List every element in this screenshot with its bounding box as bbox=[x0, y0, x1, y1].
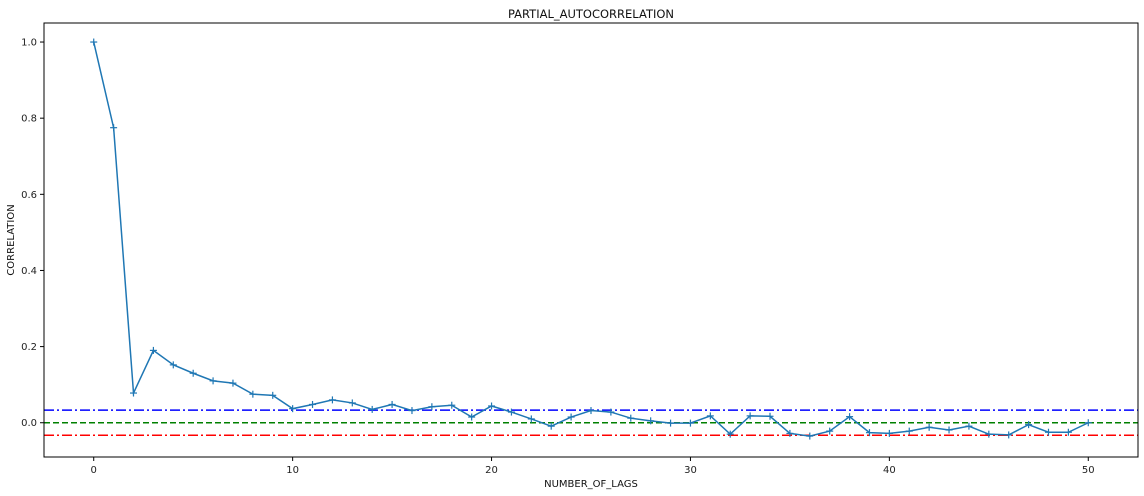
data-point bbox=[806, 432, 814, 440]
data-point bbox=[846, 413, 854, 421]
data-point bbox=[567, 413, 575, 421]
data-point bbox=[945, 426, 953, 434]
data-point bbox=[468, 413, 476, 421]
data-point bbox=[1064, 428, 1072, 436]
data-point bbox=[527, 415, 535, 423]
data-point bbox=[130, 389, 138, 397]
data-point bbox=[348, 399, 356, 407]
data-point bbox=[249, 390, 257, 398]
series-layer bbox=[90, 38, 1092, 440]
x-tick-label: 50 bbox=[1082, 465, 1095, 476]
plot-frame bbox=[43, 22, 1139, 458]
data-point bbox=[826, 427, 834, 435]
chart-title: PARTIAL_AUTOCORRELATION bbox=[508, 7, 674, 21]
x-tick-label: 20 bbox=[485, 465, 498, 476]
data-point bbox=[985, 430, 993, 438]
x-tick-label: 30 bbox=[684, 465, 697, 476]
data-point bbox=[547, 422, 555, 430]
data-point bbox=[328, 396, 336, 404]
data-point bbox=[686, 419, 694, 427]
x-axis-title: NUMBER_OF_LAGS bbox=[544, 479, 638, 490]
data-point bbox=[368, 405, 376, 413]
data-point bbox=[905, 427, 913, 435]
data-point bbox=[189, 369, 197, 377]
data-point bbox=[448, 401, 456, 409]
data-point bbox=[647, 417, 655, 425]
y-tick-label: 1.0 bbox=[21, 38, 37, 49]
data-point bbox=[149, 346, 157, 354]
data-point bbox=[627, 414, 635, 422]
data-point bbox=[1005, 431, 1013, 439]
data-point bbox=[408, 407, 416, 415]
x-axis: 0 10 20 30 40 50 bbox=[91, 457, 1095, 476]
data-point bbox=[607, 408, 615, 416]
y-tick-label: 0.8 bbox=[21, 114, 37, 125]
data-point bbox=[428, 403, 436, 411]
data-point bbox=[766, 412, 774, 420]
y-tick-label: 0.2 bbox=[21, 342, 37, 353]
x-tick-label: 10 bbox=[286, 465, 299, 476]
data-point bbox=[925, 423, 933, 431]
data-point bbox=[229, 379, 237, 387]
data-point bbox=[1025, 421, 1033, 429]
data-point bbox=[667, 419, 675, 427]
data-point bbox=[110, 124, 118, 132]
data-point bbox=[90, 38, 98, 46]
y-axis-title: CORRELATION bbox=[6, 204, 17, 275]
data-point bbox=[388, 400, 396, 408]
data-point bbox=[1044, 428, 1052, 436]
data-point bbox=[169, 361, 177, 369]
data-point bbox=[289, 405, 297, 413]
series-line bbox=[92, 41, 1089, 437]
data-point bbox=[309, 400, 317, 408]
data-point bbox=[269, 391, 277, 399]
data-point bbox=[885, 429, 893, 437]
data-point bbox=[786, 429, 794, 437]
data-point bbox=[865, 429, 873, 437]
data-point bbox=[209, 377, 217, 385]
data-point bbox=[726, 430, 734, 438]
y-axis: 0.0 0.2 0.4 0.6 0.8 1.0 bbox=[21, 38, 44, 429]
y-tick-label: 0.0 bbox=[21, 418, 37, 429]
data-point bbox=[706, 412, 714, 420]
data-point bbox=[746, 412, 754, 420]
x-tick-label: 0 bbox=[91, 465, 97, 476]
y-tick-label: 0.4 bbox=[21, 266, 37, 277]
data-point bbox=[587, 407, 595, 415]
y-tick-label: 0.6 bbox=[21, 190, 37, 201]
data-point bbox=[965, 422, 973, 430]
data-point bbox=[488, 402, 496, 410]
data-point bbox=[1084, 419, 1092, 427]
x-tick-label: 40 bbox=[883, 465, 896, 476]
data-point bbox=[507, 408, 515, 416]
